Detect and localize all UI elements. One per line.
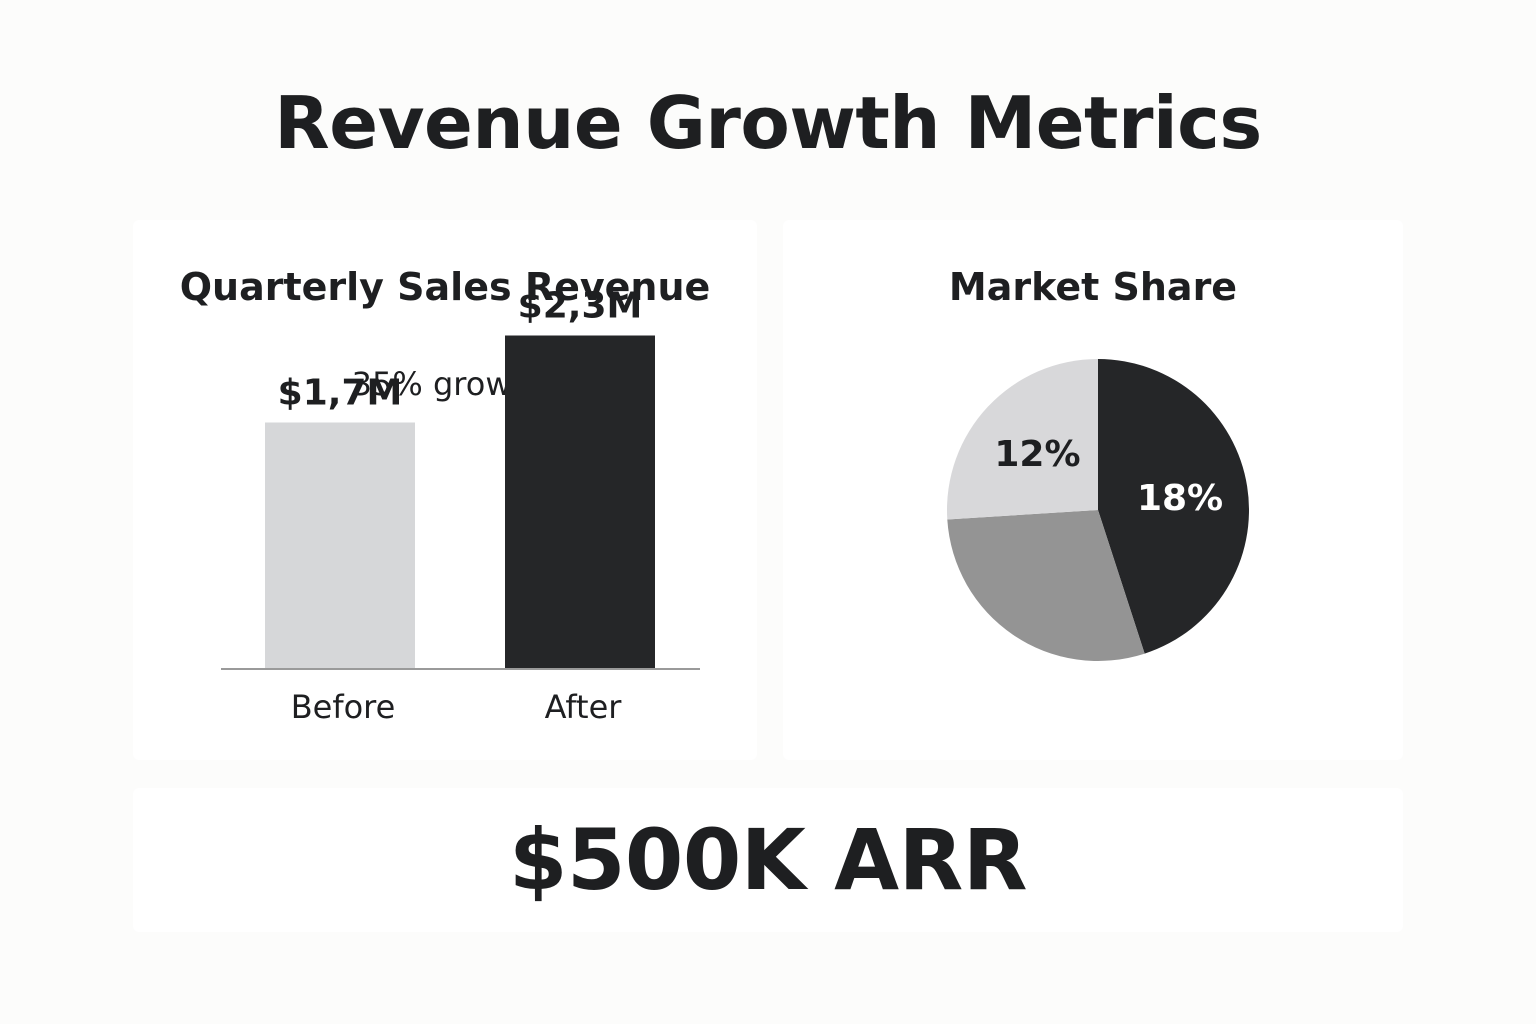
bar-before (265, 422, 415, 669)
x-tick-label: Before (291, 688, 396, 726)
pie-chart-title: Market Share (948, 265, 1238, 309)
pie-chart: 18% 12% (947, 359, 1249, 661)
pie-slice-2 (947, 359, 1098, 520)
x-tick-label: After (545, 688, 623, 726)
bar-value-label: $1,7M (278, 373, 403, 414)
pie-slice-1 (947, 510, 1145, 661)
bar-chart-title: Quarterly Sales Revenue (179, 265, 711, 309)
bar-chart-card: Quarterly Sales Revenue 35% growth $1,7M B… (133, 220, 757, 760)
pie-chart-card: Market Share 18% 12% (783, 220, 1403, 760)
bar-value-label: $2,3M (518, 286, 643, 327)
page-title: Revenue Growth Metrics (274, 81, 1262, 165)
pie-slice-label: 12% (994, 434, 1080, 475)
pie-slice-label: 18% (1137, 478, 1223, 519)
arr-card: $500K ARR (133, 788, 1403, 932)
pie-slice-0 (1098, 359, 1249, 654)
arr-value: $500K ARR (509, 811, 1028, 909)
bar-after (505, 335, 655, 669)
